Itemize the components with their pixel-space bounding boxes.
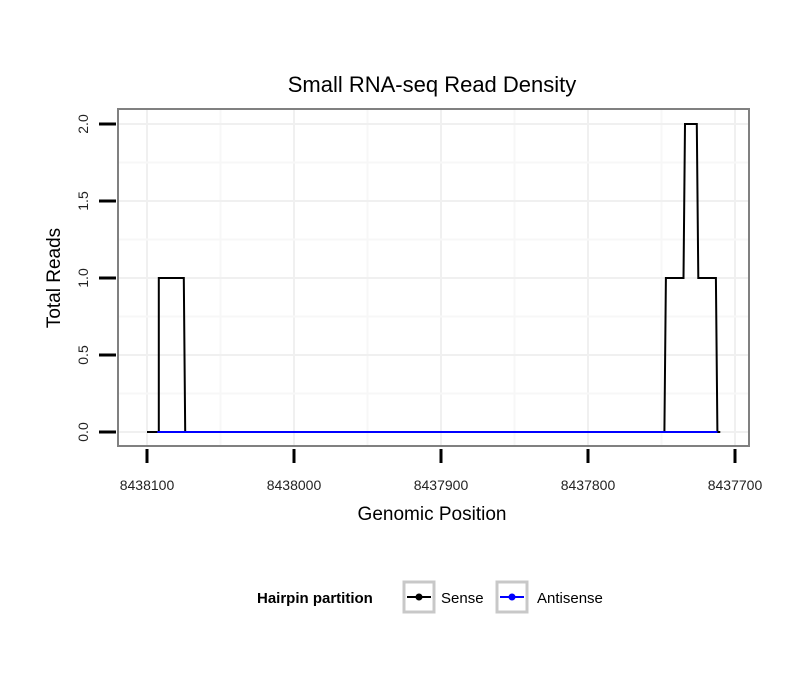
x-tick-label: 8437700 <box>708 477 763 493</box>
series-lines <box>147 123 721 433</box>
legend-label-antisense: Antisense <box>537 590 603 607</box>
y-tick-label: 1.5 <box>75 191 91 211</box>
x-tick-label: 8438000 <box>267 477 322 493</box>
legend-dot-antisense <box>508 593 516 601</box>
x-tick-label: 8437900 <box>414 477 469 493</box>
legend-title: Hairpin partition <box>257 590 373 607</box>
series-line-sense <box>147 123 721 433</box>
y-tick-label: 2.0 <box>75 114 91 134</box>
plot-border <box>117 108 750 447</box>
y-tick-label: 0.0 <box>75 422 91 442</box>
legend-entry-antisense: Antisense <box>495 580 603 614</box>
y-tick-label: 0.5 <box>75 345 91 365</box>
y-tick-label: 1.0 <box>75 268 91 288</box>
x-axis: 8438100 8438000 8437900 8437800 8437700 <box>120 449 763 493</box>
legend-label-sense: Sense <box>441 590 484 607</box>
legend: Hairpin partition Sense Antisense <box>257 580 603 614</box>
chart-title: Small RNA-seq Read Density <box>288 72 577 97</box>
y-axis-title: Total Reads <box>44 228 65 328</box>
legend-dot-sense <box>415 593 423 601</box>
legend-entry-sense: Sense <box>402 580 484 614</box>
x-axis-title: Genomic Position <box>358 504 507 525</box>
y-axis: 0.0 0.5 1.0 1.5 2.0 <box>75 114 116 442</box>
x-tick-label: 8438100 <box>120 477 175 493</box>
x-tick-label: 8437800 <box>561 477 616 493</box>
